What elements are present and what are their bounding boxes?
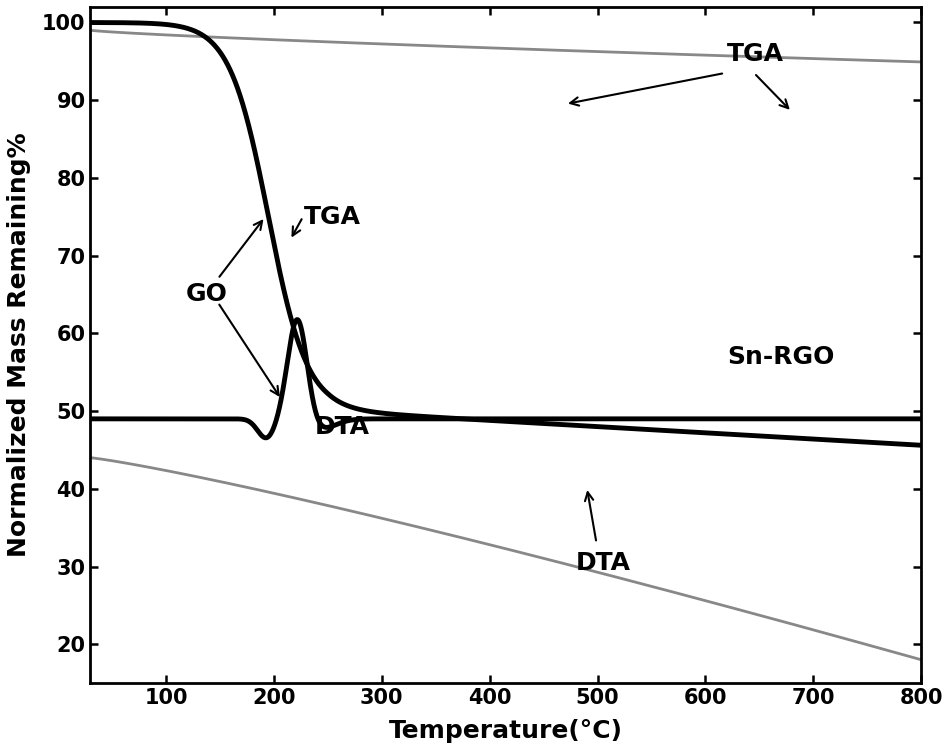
X-axis label: Temperature(°C): Temperature(°C) — [389, 719, 623, 743]
Text: TGA: TGA — [304, 205, 361, 229]
Y-axis label: Normalized Mass Remaining%: Normalized Mass Remaining% — [7, 133, 31, 557]
Text: DTA: DTA — [314, 415, 370, 439]
Text: TGA: TGA — [727, 41, 784, 65]
Text: DTA: DTA — [576, 551, 631, 575]
Text: Sn-RGO: Sn-RGO — [727, 345, 834, 369]
Text: GO: GO — [185, 283, 227, 307]
